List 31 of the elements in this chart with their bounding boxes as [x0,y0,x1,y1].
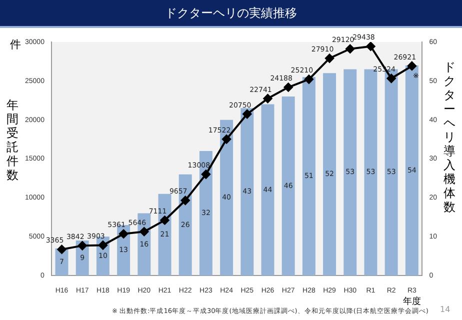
text: 件 [10,37,21,52]
bar [344,69,357,276]
point [180,196,190,205]
point [325,54,334,63]
point [222,134,232,144]
bar [261,104,274,276]
point [119,229,128,238]
text: 14 [440,305,450,314]
chart-title: ドクターヘリの実績推移 [0,0,462,28]
point [140,227,149,236]
point [407,61,416,70]
point [160,216,170,225]
bar [405,65,418,276]
point [57,244,66,254]
point [98,240,108,250]
y-axis-title: 年間受託件数 [6,98,19,182]
text: ドクターヘリ導入機体数 [444,60,456,214]
point [201,170,210,179]
point [304,74,314,84]
bar [323,73,336,276]
x-axis-title: 年度 [403,296,421,308]
point [366,42,376,51]
bar [240,108,254,276]
bar [282,96,295,276]
point [386,74,396,83]
point [242,110,252,119]
bar [302,77,316,276]
point [78,241,87,250]
point [346,44,355,54]
point [263,94,272,104]
point [284,82,293,92]
